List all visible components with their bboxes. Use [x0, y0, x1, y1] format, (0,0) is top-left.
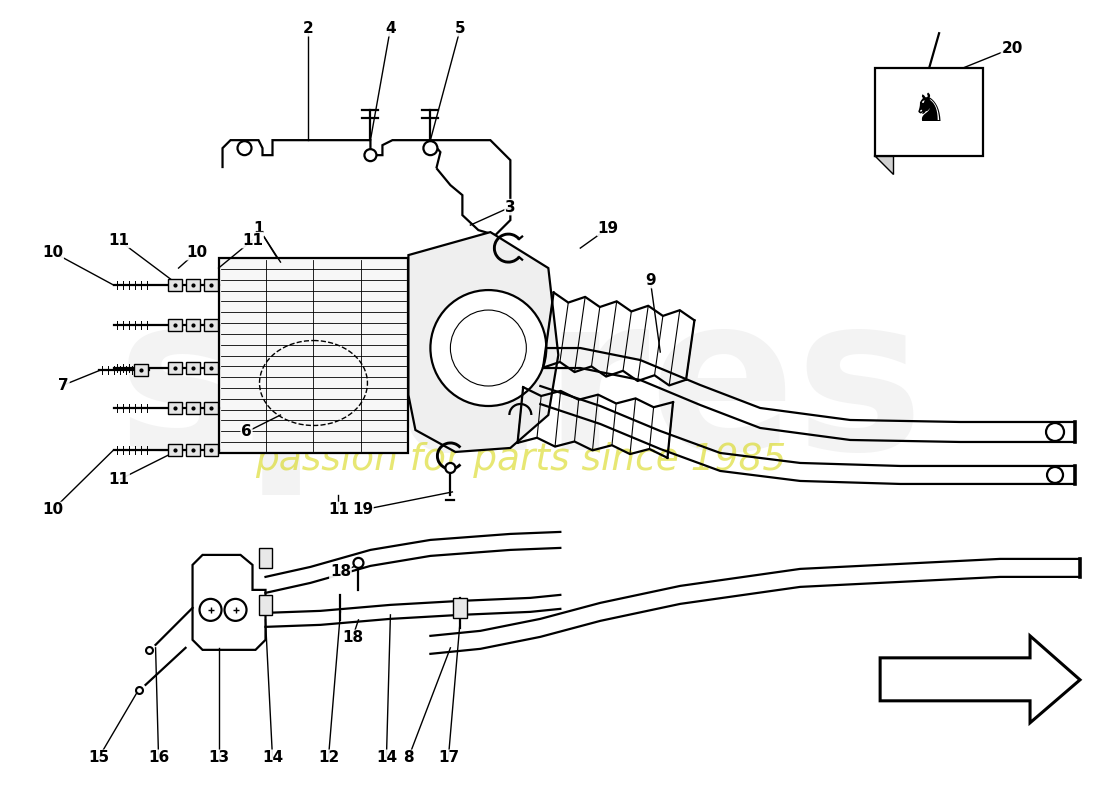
Circle shape	[353, 558, 363, 568]
Bar	[186, 279, 199, 291]
Circle shape	[1047, 467, 1063, 483]
Text: 11: 11	[328, 502, 349, 518]
Bar	[204, 444, 218, 456]
Text: 4: 4	[385, 21, 396, 36]
Polygon shape	[876, 156, 893, 174]
Text: 18: 18	[342, 630, 363, 646]
Bar	[204, 279, 218, 291]
Text: 12: 12	[318, 750, 339, 766]
Bar	[186, 319, 199, 331]
Circle shape	[364, 149, 376, 161]
Text: 10: 10	[42, 502, 63, 518]
Bar	[204, 362, 218, 374]
Bar	[167, 402, 182, 414]
Text: 10: 10	[186, 245, 207, 259]
Circle shape	[1046, 423, 1064, 441]
Bar	[258, 595, 273, 615]
Text: 20: 20	[1001, 41, 1023, 56]
Text: 11: 11	[108, 473, 129, 487]
Bar	[204, 402, 218, 414]
Text: ♞: ♞	[912, 91, 946, 129]
Circle shape	[424, 141, 438, 155]
Text: 11: 11	[242, 233, 263, 247]
Text: 1: 1	[253, 221, 264, 236]
Bar	[167, 362, 182, 374]
Bar	[876, 68, 983, 156]
Bar	[186, 362, 199, 374]
Text: 15: 15	[88, 750, 109, 766]
Text: 8: 8	[403, 750, 414, 766]
Bar	[204, 319, 218, 331]
Text: 6: 6	[241, 425, 252, 439]
Text: 18: 18	[330, 564, 351, 579]
Text: 19: 19	[597, 221, 619, 236]
Text: 16: 16	[147, 750, 169, 766]
Bar	[186, 444, 199, 456]
Text: 9: 9	[645, 273, 656, 287]
Text: 2: 2	[304, 21, 313, 36]
Text: 3: 3	[505, 200, 516, 214]
Bar	[167, 444, 182, 456]
Text: 14: 14	[376, 750, 397, 766]
Bar	[133, 364, 147, 376]
Bar	[167, 319, 182, 331]
Bar	[453, 598, 468, 618]
Circle shape	[430, 290, 547, 406]
Text: 14: 14	[262, 750, 283, 766]
Bar	[186, 402, 199, 414]
Bar	[167, 279, 182, 291]
Text: spares: spares	[117, 286, 924, 494]
Bar	[258, 548, 273, 568]
Text: 13: 13	[208, 750, 229, 766]
Text: passion for parts since 1985: passion for parts since 1985	[255, 442, 786, 478]
Bar	[219, 258, 408, 453]
Text: 17: 17	[438, 750, 459, 766]
Polygon shape	[880, 636, 1080, 723]
Polygon shape	[408, 232, 559, 452]
Text: 7: 7	[58, 378, 69, 393]
Text: 19: 19	[352, 502, 373, 518]
Text: 11: 11	[108, 233, 129, 247]
Text: 10: 10	[42, 245, 63, 259]
Text: 5: 5	[455, 21, 465, 36]
Circle shape	[446, 463, 455, 473]
